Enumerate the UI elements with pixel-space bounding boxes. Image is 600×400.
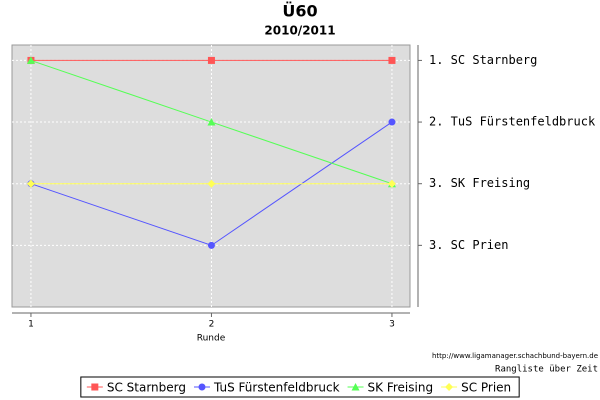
plot-area	[11, 44, 411, 308]
marker	[91, 383, 99, 391]
marker	[445, 383, 454, 391]
marker	[26, 56, 35, 64]
marker	[207, 118, 216, 126]
marker	[207, 56, 215, 64]
marker	[198, 383, 206, 391]
caption: Rangliste über Zeit	[495, 365, 598, 375]
legend-label: SC Starnberg	[107, 381, 186, 395]
y-tick-label: 3. SC Prien	[429, 238, 508, 252]
marker	[26, 179, 35, 188]
chart-subtitle: 2010/2011	[264, 24, 335, 38]
legend-label: SK Freising	[368, 381, 434, 395]
legend-label: TuS Fürstenfeldbruck	[213, 381, 340, 395]
x-axis-label: Runde	[197, 334, 226, 344]
y-tick-label: 1. SC Starnberg	[429, 53, 537, 67]
chart-title: Ü60	[282, 2, 317, 21]
marker	[388, 56, 396, 64]
marker	[388, 118, 396, 126]
source: http://www.ligamanager.schachbund-bayern…	[432, 352, 598, 360]
marker	[351, 383, 360, 391]
x-tick-label: 3	[389, 320, 395, 330]
marker	[387, 179, 396, 188]
marker	[207, 179, 216, 188]
legend: SC Starnberg TuS Fürstenfeldbruck SK Freis…	[80, 376, 520, 398]
y-tick-label: 3. SK Freising	[429, 176, 530, 190]
y-tick-label: 2. TuS Fürstenfeldbruck	[429, 115, 596, 129]
legend-box	[80, 376, 520, 398]
marker	[207, 241, 215, 249]
x-tick-label: 1	[28, 320, 34, 330]
legend-label: SC Prien	[461, 381, 511, 395]
x-tick-label: 2	[209, 320, 215, 330]
